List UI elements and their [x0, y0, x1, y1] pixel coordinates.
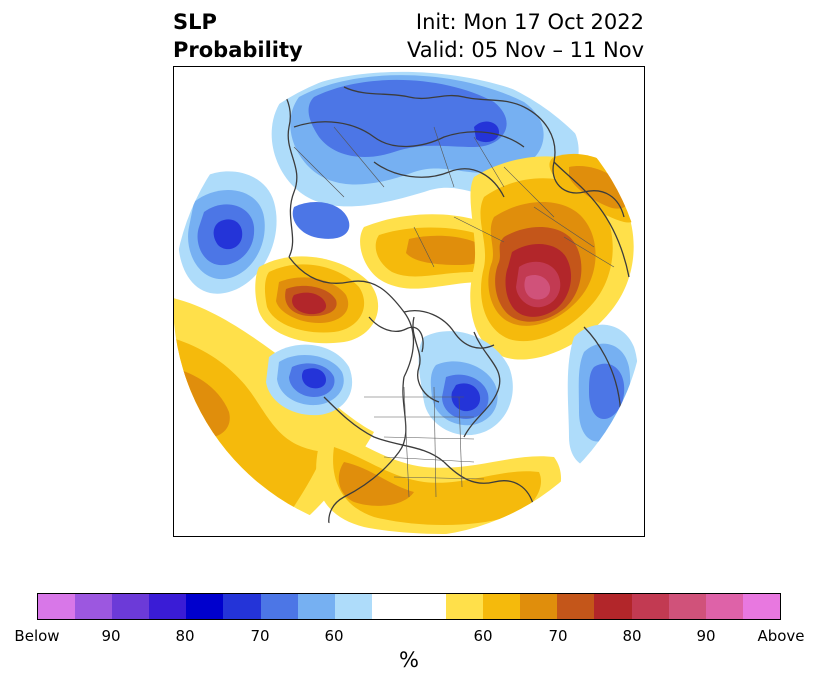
colorbar-swatch	[112, 594, 150, 619]
colorbar-tick-label: 70	[548, 627, 568, 645]
valid-range: Valid: 05 Nov – 11 Nov	[407, 38, 644, 62]
colorbar-tick-label: 90	[696, 627, 716, 645]
colorbar-tick-label: 60	[324, 627, 344, 645]
colorbar-swatch	[446, 594, 484, 619]
anomaly-above-south-strong	[338, 462, 414, 506]
colorbar-swatch	[260, 594, 298, 619]
polar-probability-map	[173, 66, 645, 537]
colorbar-swatch	[668, 594, 706, 619]
map-canvas	[174, 67, 644, 536]
colorbar-swatch	[297, 594, 335, 619]
colorbar-swatch	[334, 594, 372, 619]
colorbar-swatch	[186, 594, 224, 619]
anomaly-above-northeast-strong	[569, 166, 631, 209]
colorbar-swatch	[557, 594, 595, 619]
anomaly-below-east-strong	[589, 363, 625, 419]
title-type: Probability	[173, 38, 303, 62]
colorbar-tick-label: Below	[14, 627, 60, 645]
anomaly-below-north-left	[292, 202, 350, 239]
colorbar-swatch	[38, 594, 76, 619]
title-variable: SLP	[173, 10, 217, 34]
borders	[293, 126, 615, 498]
colorbar-swatch	[520, 594, 558, 619]
colorbar-tick-label: 60	[473, 627, 493, 645]
colorbar-units-label: %	[399, 648, 419, 672]
map-title-right: Init: Mon 17 Oct 2022 Valid: 05 Nov – 11…	[407, 8, 644, 64]
colorbar-swatch-neutral	[371, 594, 447, 619]
colorbar-tick-label: 70	[250, 627, 270, 645]
anomaly-below-west-deep	[213, 219, 243, 250]
map-title-left: SLP Probability	[173, 8, 303, 64]
colorbar-swatch	[75, 594, 113, 619]
anomaly-above-east-core	[524, 275, 551, 300]
colorbar-swatch	[594, 594, 632, 619]
colorbar-swatch	[483, 594, 521, 619]
colorbar-tick-label: 80	[175, 627, 195, 645]
colorbar-swatch	[742, 594, 780, 619]
anomaly-above-pacific-red	[292, 292, 327, 315]
colorbar-swatch	[149, 594, 187, 619]
colorbar-tick-label: Above	[757, 627, 805, 645]
anomaly-below-atlantic-deep	[451, 383, 481, 412]
colorbar-swatch	[223, 594, 261, 619]
anomaly-below-pacific-deep	[301, 368, 326, 389]
anomaly-above-central-strong	[406, 235, 489, 265]
probability-colorbar	[37, 593, 781, 620]
colorbar-swatch	[631, 594, 669, 619]
colorbar-swatch	[705, 594, 743, 619]
anomaly-below-polar-strong	[308, 79, 507, 157]
init-date: Init: Mon 17 Oct 2022	[415, 10, 644, 34]
colorbar-tick-label: 80	[622, 627, 642, 645]
colorbar-tick-label: 90	[101, 627, 121, 645]
